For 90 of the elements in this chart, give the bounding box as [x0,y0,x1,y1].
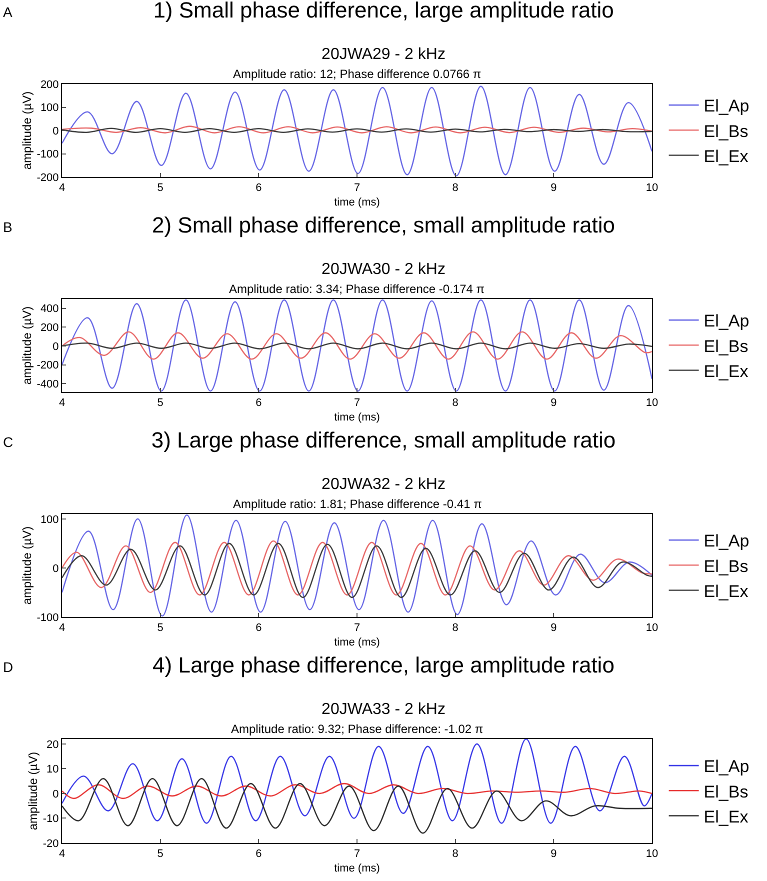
line-series [62,739,652,824]
text: A [3,4,13,20]
y-tick-label: 100 [40,102,59,114]
chart-title: 3) Large phase difference, small amplitude ratio [151,427,616,452]
legend-label: El_Bs [704,556,748,576]
text: Amplitude ratio: 1.81; Phase difference -0.41 π [233,497,482,511]
x-tick-label: 7 [354,397,360,410]
x-tick-label: 8 [452,182,458,194]
chart-subtitle: 20JWA33 - 2 kHz [322,701,446,718]
text: Amplitude ratio: 3.34; Phase difference -0.174 π [229,282,485,296]
x-tick-label: 5 [157,848,164,860]
x-tick-label: 4 [58,182,66,194]
text: C [3,434,14,450]
y-tick-label: -200 [36,360,59,372]
x-tick-label: 7 [354,848,360,860]
legend-label: El_Ex [704,582,749,601]
line-series [62,514,652,617]
x-tick-label: 4 [58,848,66,860]
y-axis-title: amplitude (µV) [20,91,34,170]
x-axis-title: time (ms) [334,636,380,648]
legend-label: El_Ap [704,312,750,331]
y-tick-label: -200 [36,172,59,184]
chart-title: 1) Small phase difference, large amplitude ratio [153,0,614,22]
x-tick-label: 6 [256,182,262,194]
legend-label: El_Ex [704,146,749,166]
x-tick-label: 5 [157,622,164,634]
text: Amplitude ratio: 12; Phase difference 0.0766 π [233,67,482,81]
x-tick-label: 5 [157,182,164,194]
chart-subtitle: 20JWA30 - 2 kHz [322,261,446,278]
y-tick-label: 10 [46,764,59,776]
y-axis-title: amplitude (µV) [20,306,34,385]
legend-label: El_Bs [704,782,748,802]
y-tick-label: 200 [40,78,59,91]
y-tick-label: -100 [36,612,59,624]
x-tick-label: 5 [157,397,164,410]
legend-label: El_Ap [704,96,750,116]
x-axis-title: time (ms) [334,411,380,424]
line-series [62,299,652,392]
x-tick-label: 4 [58,622,66,634]
y-tick-label: 100 [40,514,59,526]
x-tick-label: 10 [646,397,658,410]
chart-subtitle: 20JWA32 - 2 kHz [322,476,446,494]
x-tick-label: 9 [550,182,557,194]
x-tick-label: 6 [256,397,262,410]
line-series [62,782,652,800]
x-tick-label: 9 [550,622,557,634]
text: Amplitude ratio: 9.32; Phase difference: -1.02 π [231,722,484,736]
y-tick-label: -100 [36,148,59,161]
chart-title: 4) Large phase difference, large amplitude ratio [152,652,614,678]
y-tick-label: 0 [52,340,59,353]
legend-label: El_Ap [704,532,750,551]
legend-label: El_Ap [704,757,750,776]
y-tick-label: 400 [40,303,59,316]
chart-title: 2) Small phase difference, small amplitude ratio [152,212,616,238]
x-tick-label: 8 [452,397,458,410]
x-tick-label: 7 [354,622,360,634]
x-tick-label: 4 [58,397,66,410]
x-tick-label: 7 [354,182,360,194]
chart-subtitle: 20JWA29 - 2 kHz [322,46,446,64]
text: D [3,659,14,675]
x-tick-label: 10 [646,848,658,860]
y-tick-label: -10 [42,813,59,826]
legend-label: El_Bs [704,336,748,356]
text: B [3,219,12,235]
x-axis-title: time (ms) [334,196,380,208]
legend-label: El_Ex [704,362,749,381]
x-tick-label: 6 [256,622,262,634]
x-tick-label: 9 [550,397,557,410]
line-series [62,86,652,176]
y-axis-title: amplitude (µV) [20,526,34,605]
legend-label: El_Ex [704,807,749,826]
y-tick-label: -400 [36,378,59,390]
y-tick-label: -20 [42,838,59,850]
y-tick-label: 20 [46,738,59,751]
x-tick-label: 10 [646,622,658,634]
y-tick-label: 0 [52,125,59,138]
x-tick-label: 6 [256,848,262,860]
line-series [62,126,652,134]
x-tick-label: 8 [452,848,458,860]
line-series [62,331,652,360]
legend-label: El_Bs [704,122,748,141]
x-tick-label: 8 [452,622,458,634]
y-axis-title: amplitude (µV) [26,752,40,830]
y-tick-label: 0 [52,788,59,800]
y-tick-label: 200 [40,322,59,334]
x-axis-title: time (ms) [334,862,380,874]
x-tick-label: 10 [646,182,658,194]
y-tick-label: 0 [52,562,59,575]
line-series [62,778,652,834]
x-tick-label: 9 [550,848,557,860]
